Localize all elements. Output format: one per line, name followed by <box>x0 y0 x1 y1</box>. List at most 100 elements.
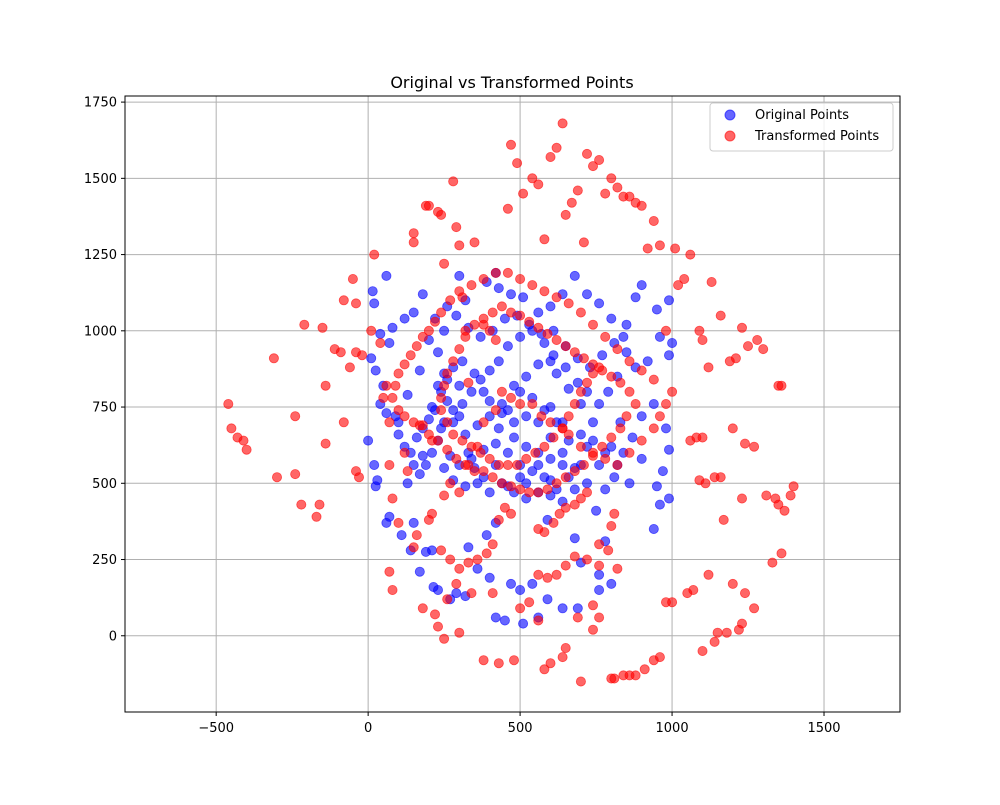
original-point <box>375 328 386 339</box>
original-point <box>545 301 556 312</box>
original-point <box>594 459 605 470</box>
transformed-point <box>493 658 504 669</box>
transformed-point <box>317 322 328 333</box>
transformed-point <box>694 475 705 486</box>
transformed-point <box>454 286 465 297</box>
transformed-point <box>737 618 748 629</box>
transformed-point <box>612 182 623 193</box>
original-point <box>499 313 510 324</box>
original-point <box>463 542 474 553</box>
original-point <box>591 505 602 516</box>
transformed-point <box>588 161 599 172</box>
transformed-point <box>533 569 544 580</box>
transformed-point <box>490 405 501 416</box>
transformed-point <box>384 566 395 577</box>
transformed-point <box>502 459 513 470</box>
transformed-point <box>615 423 626 434</box>
transformed-point <box>639 664 650 675</box>
transformed-point <box>776 548 787 559</box>
original-point <box>381 517 392 528</box>
transformed-point <box>357 350 368 361</box>
transformed-point <box>481 548 492 559</box>
transformed-point <box>548 432 559 443</box>
transformed-point <box>408 417 419 428</box>
transformed-point <box>582 554 593 565</box>
transformed-point <box>667 386 678 397</box>
original-point <box>651 304 662 315</box>
transformed-point <box>642 243 653 254</box>
original-point <box>475 374 486 385</box>
transformed-point <box>393 368 404 379</box>
transformed-point <box>350 298 361 309</box>
transformed-point <box>290 469 301 480</box>
original-point <box>508 380 519 391</box>
transformed-point <box>448 429 459 440</box>
original-point <box>527 578 538 589</box>
original-point <box>588 435 599 446</box>
original-point <box>515 331 526 342</box>
original-point <box>618 331 629 342</box>
original-point <box>451 588 462 599</box>
y-tick-label: 0 <box>109 629 117 644</box>
transformed-point <box>737 322 748 333</box>
transformed-point <box>457 435 468 446</box>
legend-box <box>709 102 894 152</box>
transformed-point <box>439 633 450 644</box>
original-point <box>469 368 480 379</box>
transformed-point <box>709 636 720 647</box>
transformed-point <box>487 539 498 550</box>
original-point <box>597 350 608 361</box>
original-point <box>654 499 665 510</box>
original-point <box>557 459 568 470</box>
original-point <box>560 362 571 373</box>
transformed-point <box>487 472 498 483</box>
transformed-point <box>411 530 422 541</box>
original-point <box>606 313 617 324</box>
transformed-point <box>575 307 586 318</box>
transformed-point <box>673 280 684 291</box>
transformed-point <box>311 511 322 522</box>
original-point <box>594 298 605 309</box>
transformed-point <box>582 148 593 159</box>
original-point <box>521 371 532 382</box>
transformed-point <box>630 398 641 409</box>
transformed-point <box>761 490 772 501</box>
transformed-point <box>730 353 741 364</box>
transformed-point <box>560 643 571 654</box>
transformed-point <box>451 578 462 589</box>
original-point <box>606 578 617 589</box>
transformed-point <box>417 603 428 614</box>
transformed-point <box>442 444 453 455</box>
transformed-point <box>624 447 635 458</box>
original-point <box>381 408 392 419</box>
transformed-point <box>271 472 282 483</box>
series-transformed-points <box>223 118 799 687</box>
transformed-point <box>648 423 659 434</box>
y-axis: 0 250 500 750 1000 1250 1500 1750 <box>84 96 125 644</box>
original-point <box>569 533 580 544</box>
x-tick-label: 1500 <box>807 721 840 736</box>
transformed-point <box>299 319 310 330</box>
original-point <box>664 350 675 361</box>
transformed-point <box>445 295 456 306</box>
transformed-point <box>685 435 696 446</box>
transformed-point <box>524 597 535 608</box>
transformed-point <box>661 597 672 608</box>
transformed-point <box>615 377 626 388</box>
transformed-point <box>445 478 456 489</box>
original-point <box>548 350 559 361</box>
transformed-point <box>524 316 535 327</box>
original-point <box>582 289 593 300</box>
transformed-point <box>432 435 443 446</box>
original-point <box>515 472 526 483</box>
original-point <box>648 524 659 535</box>
transformed-point <box>551 292 562 303</box>
transformed-point <box>551 334 562 345</box>
original-point <box>539 472 550 483</box>
original-point <box>654 331 665 342</box>
original-point <box>518 292 529 303</box>
original-point <box>420 459 431 470</box>
transformed-point <box>344 362 355 373</box>
transformed-point <box>569 347 580 358</box>
